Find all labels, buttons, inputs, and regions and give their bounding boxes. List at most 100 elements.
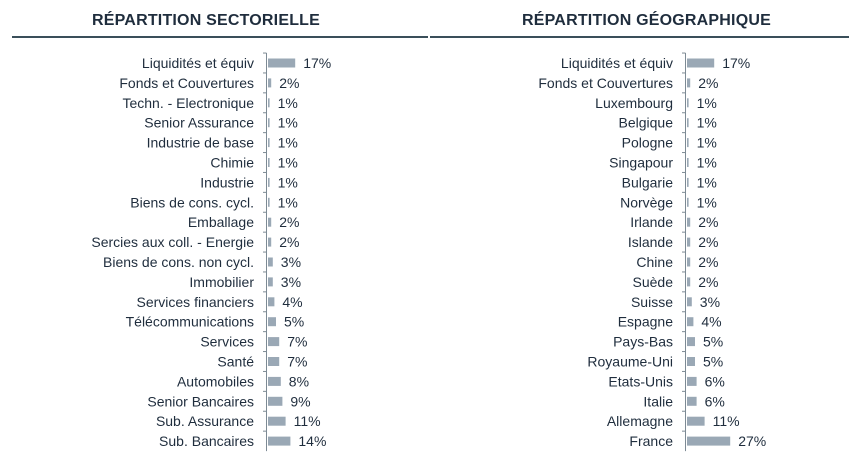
sector-value-label: 3% — [281, 254, 301, 270]
sector-value-label: 7% — [287, 334, 307, 350]
geo-value-label: 1% — [697, 95, 717, 111]
sector-category-label: Immobilier — [189, 274, 254, 290]
sector-category-label: Senior Bancaires — [147, 393, 254, 409]
sector-value-label: 1% — [278, 155, 298, 171]
sector-bar — [268, 436, 291, 446]
sector-category-label: Santé — [217, 354, 254, 370]
geo-value-label: 11% — [713, 413, 740, 429]
sector-bar — [268, 337, 280, 347]
sector-category-label: Techn. - Electronique — [122, 95, 254, 111]
sector-category-label: Chimie — [210, 155, 254, 171]
sector-chart-title: RÉPARTITION SECTORIELLE — [92, 12, 320, 30]
geo-bar — [687, 197, 689, 207]
sector-value-label: 14% — [298, 433, 326, 449]
geo-category-label: Pays-Bas — [613, 334, 673, 350]
geo-category-label: Chine — [636, 254, 673, 270]
geo-value-label: 2% — [698, 274, 718, 290]
sector-value-label: 17% — [303, 55, 331, 71]
geo-value-label: 2% — [698, 214, 718, 230]
sector-category-label: Industrie — [200, 174, 254, 190]
sector-value-label: 1% — [278, 135, 298, 151]
geo-bar — [687, 317, 694, 327]
geo-category-label: Singapour — [609, 155, 673, 171]
geo-value-label: 6% — [705, 373, 725, 389]
geo-category-label: Norvège — [620, 194, 673, 210]
geo-value-label: 1% — [697, 135, 717, 151]
sector-category-label: Automobiles — [177, 373, 254, 389]
sector-value-label: 1% — [278, 115, 298, 131]
sector-bar — [268, 78, 272, 88]
sector-value-label: 11% — [294, 413, 321, 429]
sector-bar — [268, 217, 272, 227]
sector-bar — [268, 177, 270, 187]
geo-category-label: Luxembourg — [595, 95, 673, 111]
geo-value-label: 5% — [703, 334, 723, 350]
geo-bar — [687, 138, 689, 148]
sector-value-label: 9% — [290, 393, 310, 409]
geo-bar — [687, 118, 689, 128]
geo-value-label: 6% — [705, 393, 725, 409]
sector-category-label: Services financiers — [137, 294, 255, 310]
geo-category-label: Islande — [628, 234, 673, 250]
geo-category-label: Fonds et Couvertures — [538, 75, 673, 91]
sector-bar — [268, 98, 270, 108]
sector-category-label: Services — [200, 334, 254, 350]
geo-bar — [687, 158, 689, 167]
geo-value-label: 2% — [698, 234, 718, 250]
geo-bar — [687, 177, 689, 187]
geo-bar — [687, 58, 715, 68]
sector-category-label: Senior Assurance — [144, 115, 254, 131]
geo-chart-title-text: RÉPARTITION GÉOGRAPHIQUE — [522, 12, 771, 29]
geo-value-label: 2% — [698, 254, 718, 270]
sector-bar — [268, 197, 270, 207]
sector-category-label: Biens de cons. non cycl. — [103, 254, 254, 270]
geo-bar — [687, 297, 692, 307]
geo-value-label: 17% — [722, 55, 750, 71]
geo-bar — [687, 257, 691, 267]
geo-bar — [687, 277, 691, 287]
geo-bar — [687, 78, 691, 88]
geo-category-label: Suisse — [631, 294, 673, 310]
sector-value-label: 2% — [279, 75, 299, 91]
geo-category-label: Allemagne — [607, 413, 673, 429]
geo-bar — [687, 98, 689, 108]
geo-value-label: 5% — [703, 354, 723, 370]
sector-bar — [268, 297, 275, 307]
geo-bar — [687, 237, 691, 247]
sector-category-label: Sub. Assurance — [156, 413, 254, 429]
geo-category-label: Irlande — [630, 214, 673, 230]
geo-category-label: Bulgarie — [622, 174, 674, 190]
sector-category-label: Industrie de base — [147, 135, 255, 151]
sector-bar — [268, 416, 286, 426]
sector-value-label: 2% — [279, 214, 299, 230]
sector-category-label: Sercies aux coll. - Energie — [91, 234, 254, 250]
sector-bar — [268, 138, 270, 148]
geo-title-rule — [430, 36, 849, 38]
sector-category-label: Liquidités et équiv — [142, 55, 254, 71]
sector-value-label: 3% — [281, 274, 301, 290]
geo-category-label: Espagne — [618, 314, 673, 330]
geo-bar — [687, 357, 695, 366]
sector-bar — [268, 58, 296, 68]
geo-bar — [687, 376, 697, 386]
geo-category-label: Liquidités et équiv — [561, 55, 673, 71]
geo-bar — [687, 416, 705, 426]
sector-value-label: 7% — [287, 354, 307, 370]
geo-value-label: 2% — [698, 75, 718, 91]
sector-value-label: 4% — [282, 294, 302, 310]
geo-value-label: 1% — [697, 115, 717, 131]
geo-category-label: Royaume-Uni — [587, 354, 673, 370]
sector-value-label: 5% — [284, 314, 304, 330]
sector-value-label: 2% — [279, 234, 299, 250]
geo-category-label: Belgique — [619, 115, 674, 131]
sector-category-label: Fonds et Couvertures — [119, 75, 254, 91]
geo-bar — [687, 217, 691, 227]
sector-bar — [268, 277, 273, 287]
geo-value-label: 3% — [700, 294, 720, 310]
sector-value-label: 1% — [278, 174, 298, 190]
geo-category-label: Etats-Unis — [608, 373, 673, 389]
geo-category-label: France — [629, 433, 673, 449]
sector-bar — [268, 158, 270, 167]
sector-bar — [268, 237, 272, 247]
sector-bar — [268, 376, 281, 386]
